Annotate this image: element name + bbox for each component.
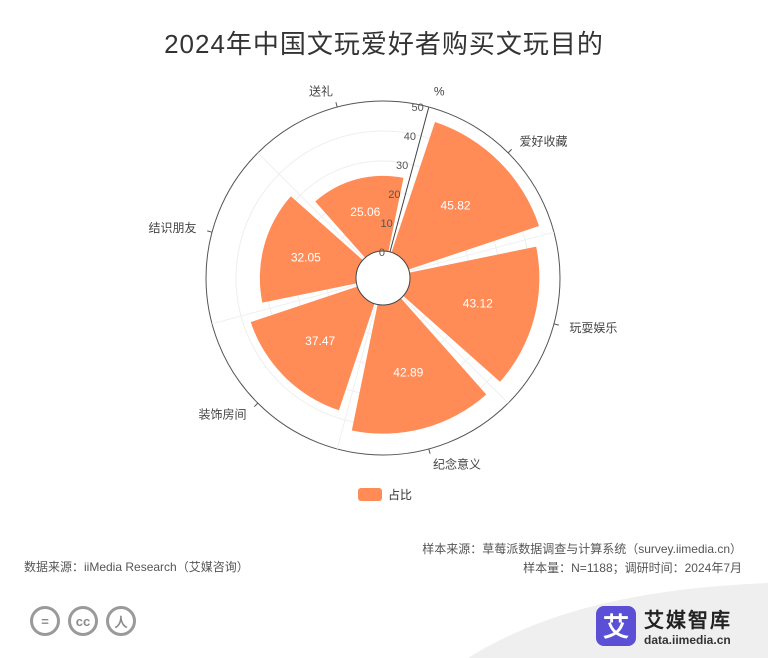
- angle-tick: [335, 102, 338, 108]
- category-label: 爱好收藏: [519, 135, 567, 149]
- angle-tick: [207, 230, 213, 233]
- category-label: 纪念意义: [433, 456, 481, 471]
- radial-tick-label: 0: [379, 247, 385, 259]
- brand-logo: 艾: [596, 605, 636, 646]
- radial-tick-label: 20: [388, 189, 400, 201]
- value-label: 37.47: [305, 334, 335, 348]
- sample-source: 样本来源：草莓派数据调查与计算系统（survey.iimedia.cn）: [422, 542, 742, 556]
- grid-spoke: [211, 284, 358, 325]
- legend[interactable]: 占比: [358, 486, 412, 503]
- grid-spoke: [408, 231, 555, 272]
- bar-玩耍娱乐: [403, 246, 540, 382]
- polar-inner-ring: [355, 250, 411, 306]
- bar-纪念意义: [351, 298, 487, 434]
- angle-tick: [428, 448, 431, 454]
- angle-tick: [507, 148, 513, 154]
- category-label: 装饰房间: [199, 406, 247, 421]
- radial-tick-label: 30: [396, 160, 408, 172]
- category-label: 送礼: [309, 84, 333, 99]
- bar-送礼: [315, 175, 404, 258]
- radial-tick-label: 10: [381, 218, 393, 230]
- brand-name: 艾媒智库: [644, 610, 732, 632]
- radial-tick-label: 50: [412, 102, 424, 114]
- category-label: 玩耍娱乐: [569, 321, 617, 335]
- value-label: 32.05: [291, 250, 321, 264]
- cc-icon: cc: [68, 606, 98, 636]
- person-icon: 人: [106, 606, 136, 636]
- value-label: 42.89: [393, 365, 423, 379]
- legend-label: 占比: [388, 488, 413, 502]
- brand: 艾 艾媒智库 data.iimedia.cn: [596, 604, 732, 647]
- grid-spoke: [257, 152, 365, 260]
- value-label: 45.82: [441, 198, 471, 212]
- grid-spoke: [401, 296, 509, 404]
- radial-axis: [389, 106, 430, 253]
- radial-tick-label: 40: [404, 131, 416, 143]
- legend-swatch: [358, 488, 382, 501]
- grid-spoke: [336, 303, 377, 450]
- bar-爱好收藏: [391, 121, 540, 270]
- chart-title: 2024年中国文玩爱好者购买文玩目的: [164, 29, 604, 59]
- bar-结识朋友: [259, 196, 363, 303]
- value-label: 43.12: [463, 296, 493, 310]
- equal-icon: =: [30, 606, 60, 636]
- bar-装饰房间: [250, 286, 375, 411]
- data-source: 数据来源：iiMedia Research（艾媒咨询）: [24, 560, 249, 574]
- sample-size: 样本量：N=1188；调研时间：2024年7月: [523, 561, 742, 575]
- value-label: 25.06: [350, 205, 380, 219]
- brand-url: data.iimedia.cn: [644, 633, 731, 647]
- polar-outer-ring: [205, 100, 561, 456]
- angle-tick: [553, 323, 559, 326]
- category-label: 结识朋友: [149, 221, 197, 235]
- angle-tick: [253, 402, 259, 408]
- license-icons: = cc 人: [30, 606, 136, 636]
- radial-unit-label: %: [434, 84, 445, 98]
